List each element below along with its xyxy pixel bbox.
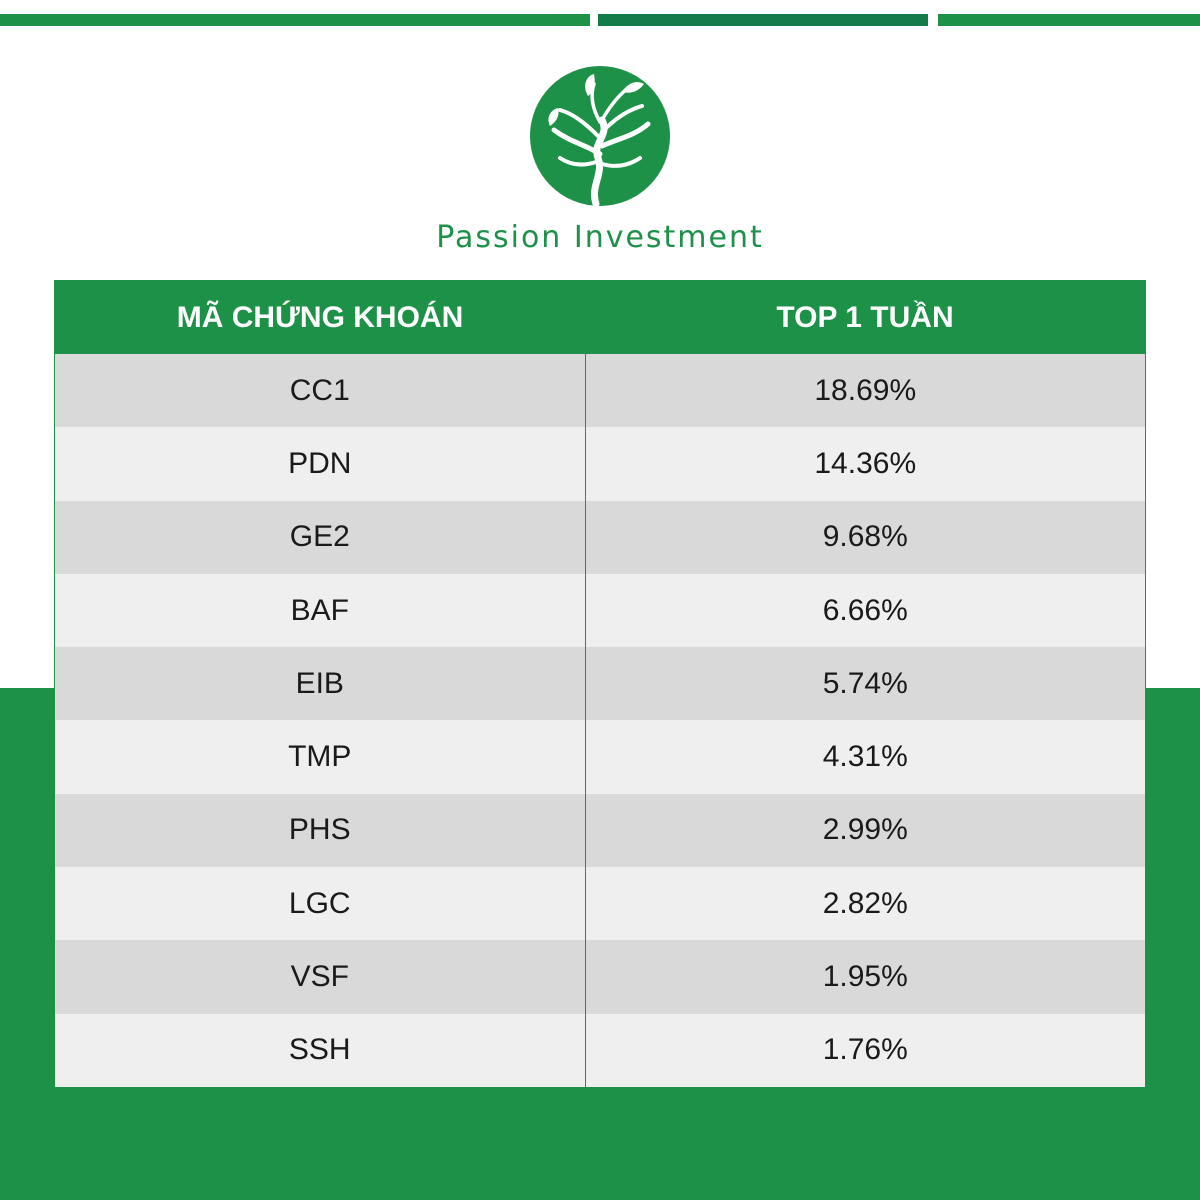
table-row: SSH 1.76% (55, 1013, 1145, 1087)
brand-name: Passion Investment (436, 220, 764, 255)
stock-code-cell: EIB (55, 647, 586, 721)
stock-code-cell: SSH (55, 1013, 586, 1087)
table-row: BAF 6.66% (55, 573, 1145, 648)
stock-code-cell: GE2 (55, 500, 586, 574)
top-bar-right (938, 14, 1200, 26)
table-row: PHS 2.99% (55, 793, 1145, 868)
stock-code-cell: TMP (55, 720, 586, 794)
stock-code-cell: CC1 (55, 354, 586, 428)
weekly-change-cell: 1.95% (822, 960, 908, 994)
weekly-change-cell: 14.36% (814, 446, 917, 480)
tree-circle-logo-icon (530, 66, 670, 206)
table-row: EIB 5.74% (55, 647, 1145, 721)
stock-table: MÃ CHỨNG KHOÁN TOP 1 TUẦN CC1 18.69% PDN 14… (54, 280, 1146, 1088)
table-header: MÃ CHỨNG KHOÁN TOP 1 TUẦN (55, 281, 1145, 354)
stock-code-cell: PDN (55, 427, 586, 501)
weekly-change-cell: 6.66% (822, 593, 908, 627)
weekly-change-cell: 2.99% (822, 813, 908, 847)
weekly-change-cell: 9.68% (822, 520, 908, 554)
table-row: GE2 9.68% (55, 500, 1145, 574)
table-row: VSF 1.95% (55, 940, 1145, 1014)
table-row: LGC 2.82% (55, 867, 1145, 941)
weekly-change-cell: 4.31% (822, 740, 908, 774)
stock-code-cell: VSF (55, 940, 586, 1014)
stock-code-cell: PHS (55, 793, 586, 868)
top-bar-left (0, 14, 590, 26)
table-row: CC1 18.69% (55, 354, 1145, 428)
stock-code-cell: LGC (55, 867, 586, 941)
table-row: PDN 14.36% (55, 427, 1145, 501)
header-stock-code: MÃ CHỨNG KHOÁN (176, 300, 464, 334)
header-top-week: TOP 1 TUẦN (776, 300, 954, 334)
table-body: CC1 18.69% PDN 14.36% GE2 9.68% BAF 6.66% EIB 5.7… (55, 354, 1145, 1087)
weekly-change-cell: 5.74% (822, 666, 908, 700)
table-row: TMP 4.31% (55, 720, 1145, 794)
stock-code-cell: BAF (55, 573, 586, 648)
weekly-change-cell: 18.69% (814, 373, 917, 407)
weekly-change-cell: 2.82% (822, 886, 908, 920)
top-bar-middle (598, 14, 928, 26)
weekly-change-cell: 1.76% (822, 1033, 908, 1067)
